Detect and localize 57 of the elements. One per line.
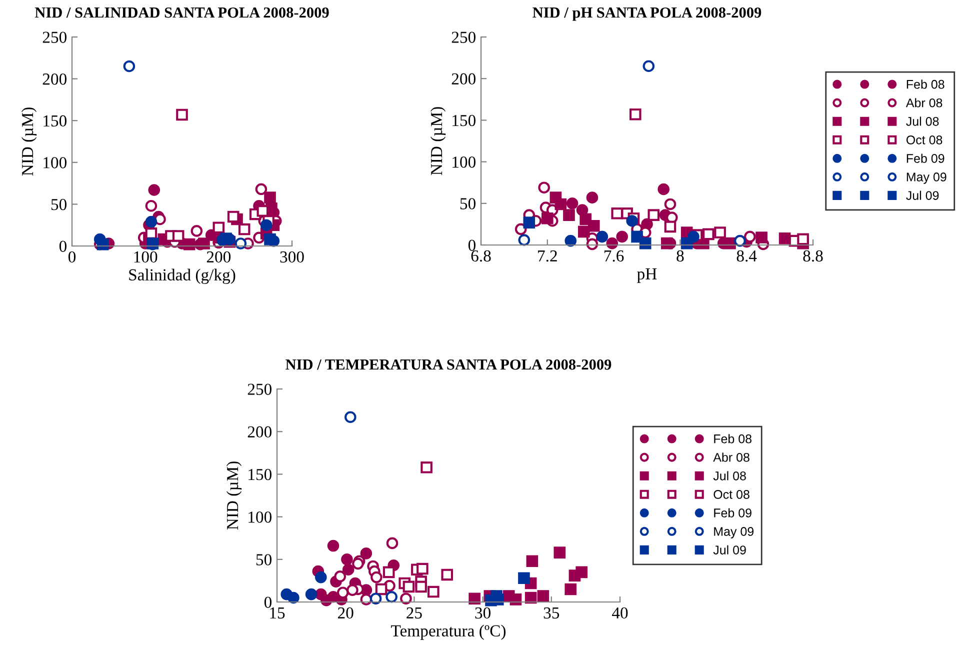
legend-label: May 09 [906,172,946,184]
y-axis-title: NID (µM) [226,462,242,530]
y-axis-title: NID (µM) [430,107,446,176]
y-tick-label: 200 [248,426,272,438]
y-tick-label: 100 [452,156,476,168]
legend-label: Feb 08 [714,434,752,444]
x-tick-label: 30 [475,607,490,619]
chart-title: NID / SALINIDAD SANTA POLA 2008-2009 [34,7,329,18]
x-tick-label: 200 [206,251,231,263]
x-axis-title: Temperatura (ºC) [391,624,506,640]
y-tick-label: 50 [460,198,476,210]
legend-label: Jul 09 [713,545,746,554]
x-tick-label: 100 [134,251,158,263]
y-tick-label: 250 [42,32,67,43]
x-tick-label: 8.8 [803,250,823,262]
x-tick-label: 6.8 [471,250,491,262]
x-tick-label: 20 [338,607,354,619]
y-tick-label: 200 [42,74,67,85]
legend-label: Oct 08 [906,136,942,144]
legend-label: Feb 09 [906,154,944,163]
y-tick-label: 50 [51,198,67,210]
y-tick-label: 150 [248,468,272,480]
chart-title: NID / TEMPERATURA SANTA POLA 2008-2009 [286,359,612,370]
y-tick-label: 250 [248,384,272,395]
legend-label: Jul 08 [906,116,939,126]
x-axis-title: Salinidad (g/kg) [129,268,236,284]
x-tick-label: 0 [68,251,76,263]
legend-label: Oct 08 [714,490,750,499]
x-tick-label: 35 [544,607,560,619]
legend-label: Jul 09 [906,190,939,200]
x-axis-title: pH [637,268,657,283]
x-tick-label: 8 [676,250,684,262]
y-tick-label: 100 [248,512,272,523]
chart-title: NID / pH SANTA POLA 2008-2009 [532,7,762,21]
y-tick-label: 0 [264,596,272,608]
y-axis-title: NID (µM) [21,108,37,176]
x-tick-label: 15 [270,607,285,619]
y-tick-label: 200 [452,73,476,85]
x-tick-label: 40 [612,607,628,619]
legend-label: Abr 08 [906,98,942,108]
legend-label: Feb 09 [714,508,752,518]
y-tick-label: 50 [256,554,272,566]
legend-label: Feb 08 [906,80,944,89]
legend-label: Jul 08 [713,471,746,480]
legend-label: May 09 [714,527,754,538]
legend-label: Abr 08 [713,452,750,462]
y-tick-label: 150 [44,115,67,127]
y-tick-label: 100 [44,157,67,168]
y-tick-label: 150 [452,114,476,126]
x-tick-label: 8.4 [736,250,757,262]
x-tick-label: 7.2 [538,250,557,262]
y-tick-label: 250 [452,32,476,43]
x-tick-label: 7.6 [604,250,624,262]
x-tick-label: 300 [280,251,304,263]
y-tick-label: 0 [59,240,67,252]
y-tick-label: 0 [468,240,476,251]
x-tick-label: 25 [406,607,422,619]
